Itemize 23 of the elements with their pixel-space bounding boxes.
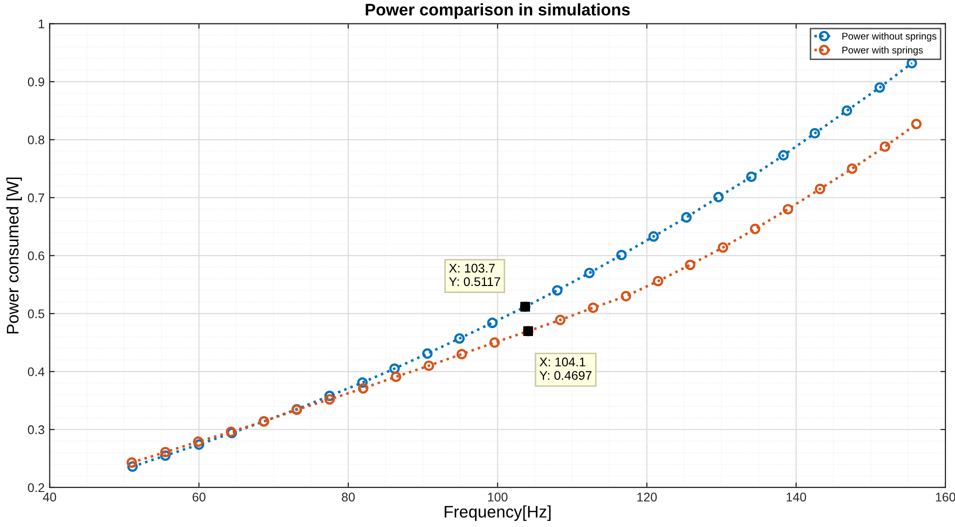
x-tick-label: 140	[786, 492, 806, 502]
annotation: X: 103.7 Y: 0.5117	[449, 264, 500, 286]
y-tick-label: 0.4	[28, 367, 44, 376]
y-axis-title: Power consumed [W]	[6, 178, 22, 334]
y-tick-label: 0.5	[28, 309, 44, 318]
y-tick-label: 0.9	[28, 77, 44, 86]
y-tick-label: 0.6	[28, 251, 44, 260]
y-tick-label: 0.7	[28, 193, 44, 202]
x-tick-label: 60	[192, 492, 206, 502]
y-tick-label: 0.3	[28, 425, 44, 434]
legend-label: Power without springs	[842, 32, 936, 42]
x-axis-title: Frequency[Hz]	[444, 505, 551, 521]
x-tick-label: 160	[936, 492, 955, 502]
legend-label: Power with springs	[842, 46, 923, 56]
x-tick-label: 120	[637, 492, 657, 502]
y-tick-label: 0.2	[28, 483, 44, 492]
x-tick-label: 40	[42, 492, 56, 502]
annotation: X: 104.1 Y: 0.4697	[540, 358, 592, 380]
y-tick-label: 1	[38, 20, 44, 28]
x-tick-label: 80	[342, 492, 355, 502]
y-tick-label: 0.8	[28, 135, 44, 144]
x-tick-label: 100	[488, 492, 508, 502]
chart-title: Power comparison in simulations	[366, 3, 630, 19]
